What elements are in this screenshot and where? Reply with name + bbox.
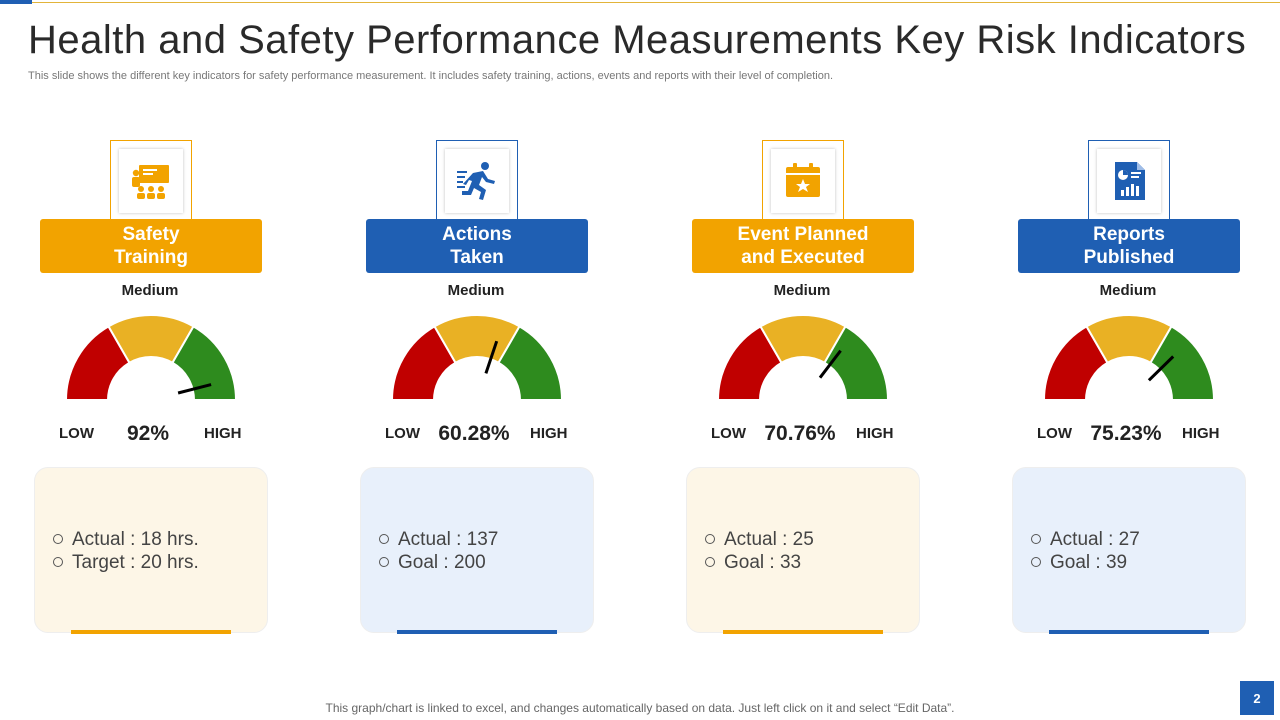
kpi-card-event-planned: Event Planned and Executed Medium LOW 70… (676, 140, 966, 640)
level-label: Medium (773, 282, 831, 299)
gauge-chart (1042, 314, 1216, 401)
slide-subtitle: This slide shows the different key indic… (28, 70, 834, 82)
level-label: Medium (121, 282, 179, 299)
top-divider-line (32, 2, 1280, 3)
detail-actual: Actual : 137 (379, 528, 498, 551)
low-label: LOW (59, 425, 94, 442)
card-title-line-2: Taken (450, 247, 504, 268)
detail-target: Target : 20 hrs. (53, 551, 199, 574)
detail-actual: Actual : 18 hrs. (53, 528, 199, 551)
high-label: HIGH (530, 425, 568, 442)
card-title-line-2: Published (1083, 247, 1175, 268)
card-title-line-1: Safety (122, 224, 180, 245)
card-title-line-2: Training (114, 247, 188, 268)
detail-actual: Actual : 27 (1031, 528, 1140, 551)
gauge-needle (818, 349, 842, 379)
detail-goal: Goal : 33 (705, 551, 814, 574)
kpi-card-safety-training: Safety Training Medium LOW 92% HIGH Actu… (24, 140, 314, 640)
level-label: Medium (447, 282, 505, 299)
card-title-line-1: Actions (442, 224, 512, 245)
percent-value: 60.28% (438, 422, 510, 445)
panel-underline (397, 630, 557, 634)
card-title-line-1: Event Planned (737, 224, 869, 245)
low-label: LOW (1037, 425, 1072, 442)
details-panel: Actual : 27 Goal : 39 (1012, 467, 1246, 634)
gauge-needle (484, 340, 499, 374)
report-document-icon (1115, 162, 1145, 200)
page-number: 2 (1240, 681, 1274, 715)
details-panel: Actual : 18 hrs. Target : 20 hrs. (34, 467, 268, 634)
low-label: LOW (385, 425, 420, 442)
detail-goal: Goal : 39 (1031, 551, 1140, 574)
panel-underline (71, 630, 231, 634)
low-label: LOW (711, 425, 746, 442)
percent-value: 75.23% (1090, 422, 1162, 445)
level-label: Medium (1099, 282, 1157, 299)
gauge-chart (716, 314, 890, 401)
card-title-line-2: and Executed (741, 247, 865, 268)
icon-frame (436, 140, 518, 222)
gauge-needle (177, 383, 212, 395)
panel-underline (1049, 630, 1209, 634)
icon-frame (762, 140, 844, 222)
gauge-chart (64, 314, 238, 401)
kpi-card-actions-taken: Actions Taken Medium LOW 60.28% HIGH Act… (350, 140, 640, 640)
high-label: HIGH (204, 425, 242, 442)
icon-frame (1088, 140, 1170, 222)
slide-title: Health and Safety Performance Measuremen… (28, 18, 1247, 62)
card-title-line-1: Reports (1093, 224, 1165, 245)
card-title-banner: Safety Training (40, 219, 262, 273)
icon-frame (110, 140, 192, 222)
kpi-card-reports-published: Reports Published Medium LOW 75.23% HIGH… (1002, 140, 1280, 640)
card-title-banner: Event Planned and Executed (692, 219, 914, 273)
calendar-star-icon (786, 163, 820, 197)
top-accent-bar (0, 0, 32, 4)
card-title-banner: Actions Taken (366, 219, 588, 273)
details-panel: Actual : 137 Goal : 200 (360, 467, 594, 634)
training-presentation-icon (132, 165, 169, 199)
footer-note: This graph/chart is linked to excel, and… (325, 701, 955, 715)
high-label: HIGH (1182, 425, 1220, 442)
running-person-icon (457, 162, 495, 200)
detail-goal: Goal : 200 (379, 551, 498, 574)
card-title-banner: Reports Published (1018, 219, 1240, 273)
panel-underline (723, 630, 883, 634)
detail-actual: Actual : 25 (705, 528, 814, 551)
details-panel: Actual : 25 Goal : 33 (686, 467, 920, 634)
percent-value: 70.76% (764, 422, 836, 445)
gauge-needle (1147, 355, 1175, 382)
percent-value: 92% (126, 422, 170, 445)
high-label: HIGH (856, 425, 894, 442)
gauge-chart (390, 314, 564, 401)
